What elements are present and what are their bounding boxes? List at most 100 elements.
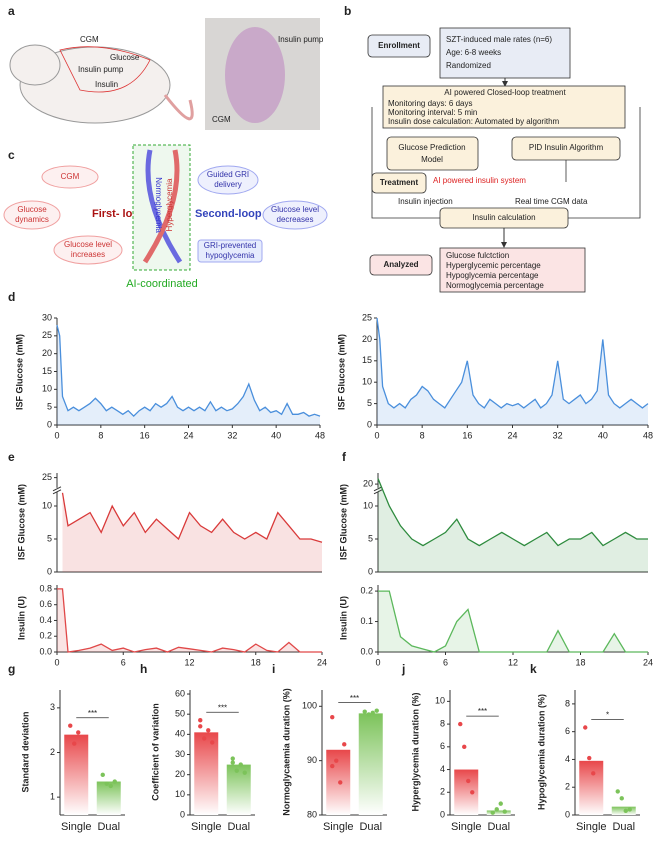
- arrow: [145, 149, 183, 264]
- label: Insulin pump: [278, 35, 324, 44]
- box-text: Insulin injection: [398, 197, 453, 206]
- y-tick-label: 3: [50, 702, 55, 712]
- y-tick-label: 25: [362, 312, 372, 322]
- data-point: [374, 708, 379, 713]
- y-tick-label: 30: [175, 749, 185, 759]
- loop-title: Second-loop: [195, 208, 262, 220]
- box: [382, 85, 626, 129]
- data-point: [494, 807, 499, 812]
- node: [197, 165, 259, 195]
- line: [56, 324, 321, 418]
- box-text: PID Insulin Algorithm: [529, 143, 604, 152]
- data-point: [230, 760, 235, 765]
- significance-label: ***: [88, 709, 97, 718]
- significance-label: ***: [218, 703, 227, 712]
- y-tick-label: 0: [47, 566, 52, 576]
- data-point: [210, 740, 215, 745]
- data-point: [198, 718, 203, 723]
- line: [377, 478, 648, 547]
- box-text: Insulin calculation: [472, 213, 535, 222]
- area: [378, 591, 648, 652]
- x-tick-label: 0: [54, 657, 59, 667]
- y-tick-label: 0: [180, 809, 185, 819]
- data-point: [362, 709, 367, 714]
- x-tick-label: 32: [227, 430, 237, 440]
- ai-title: AI-coordinated: [126, 278, 198, 290]
- panel-label: a: [8, 4, 15, 18]
- data-point: [342, 742, 347, 747]
- y-tick-label: 0.6: [39, 599, 52, 609]
- data-point: [470, 790, 475, 795]
- panel-label: d: [8, 290, 15, 304]
- data-point: [100, 772, 105, 778]
- node-text: GRI-prevented: [204, 241, 256, 250]
- data-point: [366, 712, 371, 717]
- y-tick-label: 10: [42, 500, 52, 510]
- y-tick-label: 30: [42, 312, 52, 322]
- significance-label: ***: [350, 694, 359, 703]
- y-tick-label: 6: [565, 726, 570, 736]
- ai-box: [132, 144, 191, 271]
- data-point: [490, 810, 495, 815]
- y-tick-label: 0: [440, 809, 445, 819]
- node-text: decreases: [277, 215, 314, 224]
- x-tick-label: Dual: [487, 821, 510, 833]
- axis-break: [373, 489, 383, 495]
- arrow: [142, 149, 180, 264]
- line: [376, 317, 649, 409]
- y-tick-label: 50: [175, 709, 185, 719]
- panel-label: i: [272, 662, 275, 676]
- label: Insulin: [95, 80, 118, 89]
- arrow: [568, 107, 641, 219]
- label: Glucose: [110, 53, 140, 62]
- bar: [226, 764, 251, 815]
- loop-arrows: [59, 46, 151, 93]
- y-tick-label: 2: [50, 747, 55, 757]
- y-tick-label: 0.0: [360, 646, 373, 656]
- box-text: SZT-induced male rates (n=6): [446, 35, 552, 44]
- panel-label: b: [344, 4, 351, 18]
- y-axis-label: Normoglycaemia duration (%): [281, 688, 291, 816]
- box-text: Normoglycemia percentage: [446, 281, 544, 290]
- box-text: Real time CGM data: [515, 197, 588, 206]
- data-point: [502, 809, 507, 814]
- box-text: Insulin dose calculation: Automated by a…: [388, 117, 560, 126]
- data-point: [112, 779, 117, 784]
- box-text: Analyzed: [383, 260, 418, 269]
- y-tick-label: 10: [362, 377, 372, 387]
- y-tick-label: 2: [440, 787, 445, 797]
- y-tick-label: 0.2: [360, 585, 373, 595]
- data-point: [623, 808, 628, 814]
- y-tick-label: 20: [175, 769, 185, 779]
- x-tick-label: 40: [271, 430, 281, 440]
- y-tick-label: 5: [367, 398, 372, 408]
- data-point: [202, 736, 207, 741]
- y-axis-label: ISF Glucose (mM): [14, 334, 24, 410]
- panel-labels: a b c d e f g h i j k: [8, 4, 537, 676]
- rat-head: [9, 44, 61, 86]
- y-axis-label: ISF Glucose (mM): [336, 334, 346, 410]
- x-tick-label: Dual: [227, 821, 250, 833]
- node: [197, 239, 263, 263]
- panel-label: g: [8, 662, 15, 676]
- bar: [194, 732, 219, 815]
- y-axis-label: Hypoglycemia duration (%): [536, 694, 546, 810]
- x-tick-label: 6: [121, 657, 126, 667]
- y-axis-label: ISF Glucose (mM): [16, 484, 26, 560]
- area: [378, 478, 648, 572]
- line: [61, 492, 323, 543]
- y-tick-label: 0.4: [39, 615, 52, 625]
- y-tick-label: 20: [363, 478, 373, 488]
- node: [41, 165, 99, 189]
- y-tick-label: 0: [368, 566, 373, 576]
- y-tick-label: 10: [435, 696, 445, 706]
- x-tick-label: 16: [462, 430, 472, 440]
- data-point: [466, 778, 471, 784]
- panel-a: CGM Glucose Insulin pump Insulin Insulin…: [9, 18, 324, 130]
- panel-b: Enrollment SZT-induced male rates (n=6) …: [367, 27, 641, 293]
- x-tick-label: Single: [576, 821, 607, 833]
- box-text: Treatment: [380, 178, 419, 187]
- y-tick-label: 60: [175, 688, 185, 698]
- data-point: [591, 771, 596, 776]
- node-text: Guided GRI: [207, 170, 249, 179]
